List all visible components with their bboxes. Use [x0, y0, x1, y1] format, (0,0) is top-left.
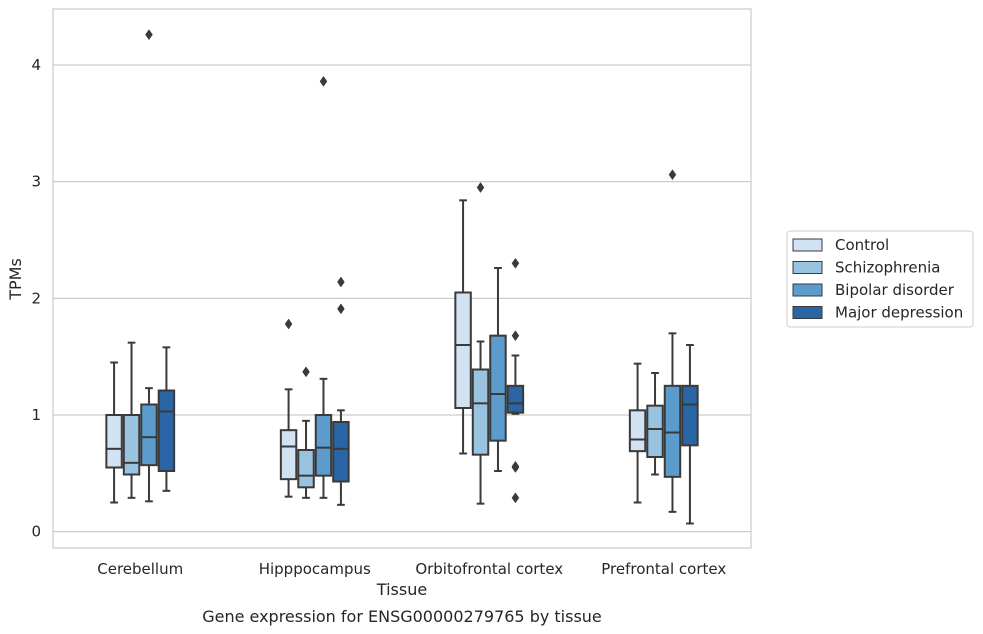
legend: Control Schizophrenia Bipolar disorder Majo… [787, 231, 973, 327]
legend-label: Bipolar disorder [835, 281, 955, 299]
y-tick-label: 4 [31, 56, 41, 74]
legend-label: Schizophrenia [835, 259, 940, 277]
box-iqr [473, 370, 488, 455]
box-iqr [316, 415, 331, 476]
box-iqr [159, 391, 174, 472]
box-iqr [281, 430, 296, 479]
legend-swatch [793, 307, 822, 319]
box-iqr [682, 386, 697, 446]
box-iqr [106, 415, 121, 468]
box-iqr [124, 415, 139, 475]
y-tick-labels: 0 1 2 3 4 [31, 56, 41, 541]
box-iqr [490, 336, 505, 441]
x-tick-label: Hipppocampus [259, 560, 371, 578]
box-iqr [630, 410, 645, 451]
figure-caption: Gene expression for ENSG00000279765 by t… [202, 607, 602, 626]
y-tick-label: 0 [31, 523, 41, 541]
legend-swatch [793, 239, 822, 251]
x-tick-label: Orbitofrontal cortex [415, 560, 563, 578]
plot-area [53, 9, 751, 548]
x-axis-label: Tissue [376, 580, 427, 599]
y-tick-label: 2 [31, 289, 41, 307]
box-iqr [508, 386, 523, 413]
legend-swatch [793, 284, 822, 296]
x-tick-label: Cerebellum [97, 560, 183, 578]
y-tick-label: 1 [31, 406, 41, 424]
box-iqr [141, 405, 156, 466]
legend-swatch [793, 262, 822, 274]
x-tick-label: Prefrontal cortex [601, 560, 726, 578]
legend-label: Control [835, 236, 889, 254]
box-iqr [333, 422, 348, 482]
box-iqr [647, 406, 662, 457]
legend-label: Major depression [835, 304, 963, 322]
x-tick-labels: Cerebellum Hipppocampus Orbitofrontal cort… [97, 560, 726, 578]
box-iqr [298, 450, 313, 487]
box-plot-chart: 0 1 2 3 4 Cerebellum Hipppocampus Orbitofronta… [0, 0, 983, 634]
box-iqr [665, 386, 680, 477]
box-iqr [455, 293, 470, 409]
y-axis-label: TPMs [6, 258, 25, 301]
y-tick-label: 3 [31, 173, 41, 191]
